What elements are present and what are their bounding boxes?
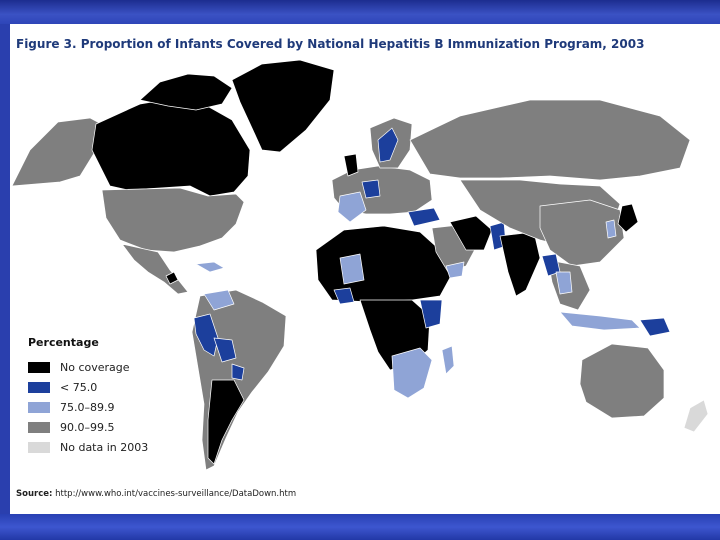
region-norway-sweden [377,127,399,163]
legend-swatch [28,421,50,433]
region-caribbean [195,261,225,273]
region-west-africa [339,253,365,285]
region-mexico [121,243,189,295]
region-korea [605,219,617,239]
bottom-band [0,514,720,540]
source-link[interactable]: http://www.who.int/vaccines-surveillance… [55,489,297,499]
legend-item-no-data: No data in 2003 [28,437,218,457]
region-madagascar [441,345,455,375]
region-argentina [207,379,245,465]
legend-swatch [28,381,50,393]
legend-label: No data in 2003 [60,440,149,454]
region-east-africa [419,299,443,329]
legend-label: 75.0–89.9 [60,400,115,414]
figure-title: Figure 3. Proportion of Infants Covered … [16,37,645,51]
source-note: Source: http://www.who.int/vaccines-surv… [16,489,296,499]
region-arabia-coast [445,261,465,279]
top-band-overlay [0,0,720,24]
legend-swatch [28,401,50,413]
legend-swatch [28,361,50,373]
region-france [337,191,367,223]
region-australia [579,343,665,419]
region-iran [449,215,493,251]
legend-swatch [28,441,50,453]
region-new-zealand [683,399,709,433]
region-arctic-islands [139,73,233,111]
map-legend: Percentage No coverage < 75.0 75.0–89.9 … [28,336,218,457]
legend-item-90-99: 90.0–99.5 [28,417,218,437]
region-germany [361,179,381,199]
region-southern-africa [391,347,433,399]
region-west-coast [333,287,355,305]
region-peru [193,313,219,357]
region-paraguay [231,363,245,381]
region-usa [101,187,245,253]
region-png [639,317,671,337]
source-prefix: Source: [16,489,53,499]
legend-item-75-89: 75.0–89.9 [28,397,218,417]
legend-title: Percentage [28,336,99,349]
region-greenland [231,59,335,153]
legend-item-lt-75: < 75.0 [28,377,218,397]
region-turkey [407,207,441,227]
legend-item-no-coverage: No coverage [28,357,218,377]
region-china [539,199,625,267]
region-india [499,231,541,297]
region-uk [343,153,359,177]
legend-label: No coverage [60,360,130,374]
legend-label: < 75.0 [60,380,98,394]
legend-label: 90.0–99.5 [60,420,115,434]
region-russia [409,99,691,181]
region-japan [617,203,639,233]
region-indonesia [559,311,641,331]
region-canada [91,97,251,197]
region-venezuela [203,289,235,311]
region-guatemala [165,271,179,285]
region-thailand [555,271,573,295]
region-bolivia [213,337,237,363]
